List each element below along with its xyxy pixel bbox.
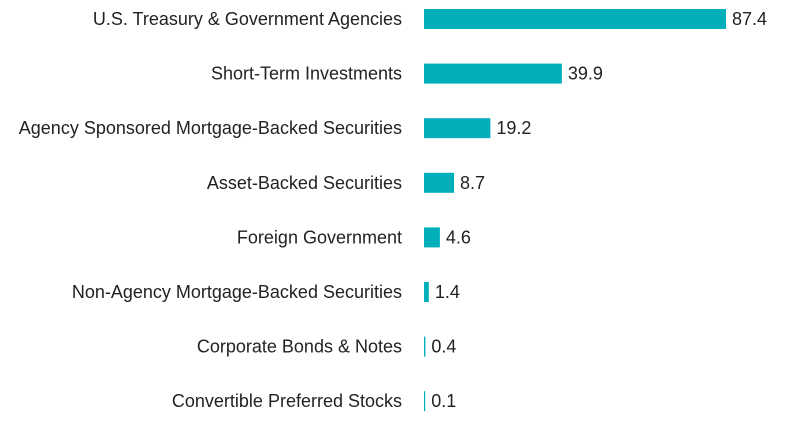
- value-label: 19.2: [496, 118, 531, 138]
- category-label: Non-Agency Mortgage-Backed Securities: [72, 282, 402, 302]
- bar: [424, 391, 426, 412]
- bar: [424, 63, 562, 84]
- value-label: 0.1: [431, 391, 456, 411]
- category-label: Corporate Bonds & Notes: [197, 337, 402, 357]
- bar: [424, 172, 455, 193]
- value-label: 8.7: [460, 173, 485, 193]
- value-label: 1.4: [435, 282, 460, 302]
- bar: [424, 227, 440, 248]
- category-label: Foreign Government: [237, 227, 402, 247]
- category-label: Agency Sponsored Mortgage-Backed Securit…: [19, 118, 402, 138]
- bar: [424, 118, 491, 139]
- bar: [424, 336, 426, 357]
- category-label: Convertible Preferred Stocks: [172, 391, 402, 411]
- bar: [424, 282, 429, 302]
- value-label: 4.6: [446, 227, 471, 247]
- bar: [424, 9, 726, 29]
- category-label: Short-Term Investments: [211, 64, 402, 84]
- value-label: 0.4: [431, 337, 456, 357]
- category-label: Asset-Backed Securities: [207, 173, 402, 193]
- value-label: 39.9: [568, 64, 603, 84]
- value-label: 87.4: [732, 9, 767, 29]
- category-label: U.S. Treasury & Government Agencies: [93, 9, 402, 29]
